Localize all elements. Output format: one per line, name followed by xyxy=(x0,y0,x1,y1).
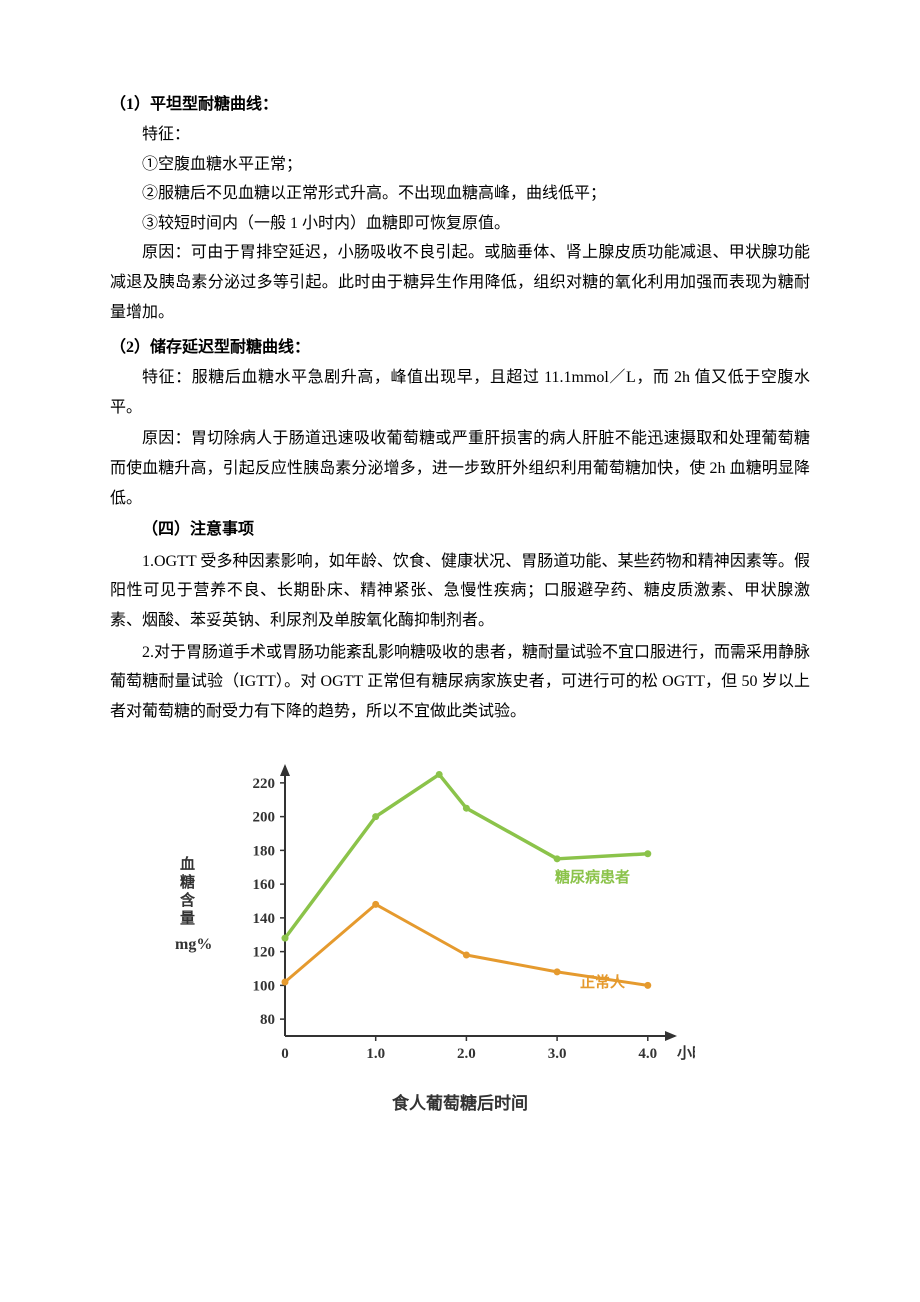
svg-text:200: 200 xyxy=(253,810,276,826)
section-2-reason: 原因：胃切除病人于肠道迅速吸收葡萄糖或严重肝损害的病人肝脏不能迅速摄取和处理葡萄… xyxy=(110,424,810,513)
section-3-item-1: 1.OGTT 受多种因素影响，如年龄、饮食、健康状况、胃肠道功能、某些药物和精神… xyxy=(110,547,810,636)
chart-container: 血糖含量 mg% 80 100 120 140 160 180 200 220 0 1.0 2.0 3… xyxy=(110,756,810,1114)
section-1-reason: 原因：可由于胃排空延迟，小肠吸收不良引起。或脑垂体、肾上腺皮质功能减退、甲状腺功… xyxy=(110,238,810,327)
svg-text:1.0: 1.0 xyxy=(366,1046,385,1062)
section-3: （四）注意事项 1.OGTT 受多种因素影响，如年龄、饮食、健康状况、胃肠道功能… xyxy=(110,515,810,726)
section-2: （2）储存延迟型耐糖曲线： 特征：服糖后血糖水平急剧升高，峰值出现早，且超过 1… xyxy=(110,333,810,513)
legend-diabetes: 糖尿病患者 xyxy=(555,866,630,887)
section-1-title: （1）平坦型耐糖曲线： xyxy=(110,90,810,114)
svg-text:140: 140 xyxy=(253,911,276,927)
svg-text:220: 220 xyxy=(253,776,276,792)
section-1-item-1: ①空腹血糖水平正常； xyxy=(110,150,810,180)
svg-text:4.0: 4.0 xyxy=(638,1046,657,1062)
svg-text:3.0: 3.0 xyxy=(548,1046,567,1062)
svg-text:160: 160 xyxy=(253,877,276,893)
y-axis-unit: mg% xyxy=(175,936,212,954)
y-label-char: 含 xyxy=(180,892,195,910)
section-1-item-2: ②服糖后不见血糖以正常形式升高。不出现血糖高峰，曲线低平； xyxy=(110,179,810,209)
section-1: （1）平坦型耐糖曲线： 特征： ①空腹血糖水平正常； ②服糖后不见血糖以正常形式… xyxy=(110,90,810,327)
svg-text:180: 180 xyxy=(253,844,276,860)
glucose-tolerance-chart: 血糖含量 mg% 8010012014016018020022001.02.03… xyxy=(225,756,695,1114)
svg-text:0: 0 xyxy=(281,1046,289,1062)
section-2-title: （2）储存延迟型耐糖曲线： xyxy=(110,333,810,357)
svg-text:小时: 小时 xyxy=(677,1045,695,1062)
section-3-title: （四）注意事项 xyxy=(110,515,810,545)
section-2-feature: 特征：服糖后血糖水平急剧升高，峰值出现早，且超过 11.1mmol／L，而 2h… xyxy=(110,363,810,422)
section-1-feature-label: 特征： xyxy=(110,120,810,150)
svg-text:2.0: 2.0 xyxy=(457,1046,476,1062)
y-label-char: 糖 xyxy=(180,874,195,892)
svg-text:120: 120 xyxy=(253,945,276,961)
chart-svg: 80 100 120 140 160 180 200 220 0 1.0 2.0 3.0 4.0 小时 xyxy=(225,756,695,1076)
section-1-item-3: ③较短时间内（一般 1 小时内）血糖即可恢复原值。 xyxy=(110,209,810,239)
x-axis-title: 食人葡萄糖后时间 xyxy=(225,1089,695,1114)
y-label-char: 量 xyxy=(180,910,195,928)
section-3-item-2: 2.对于胃肠道手术或胃肠功能紊乱影响糖吸收的患者，糖耐量试验不宜口服进行，而需采… xyxy=(110,638,810,727)
svg-text:100: 100 xyxy=(253,979,276,995)
y-axis-label: 血糖含量 xyxy=(180,856,195,928)
y-label-char: 血 xyxy=(180,856,195,874)
legend-normal: 正常人 xyxy=(580,971,625,992)
svg-text:80: 80 xyxy=(260,1012,275,1028)
